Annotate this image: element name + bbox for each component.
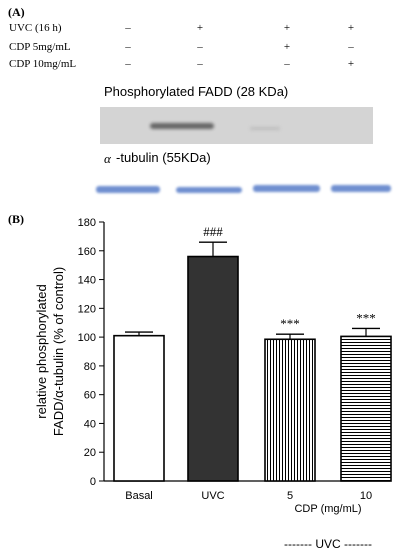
x-axis-title: CDP (mg/mL): [294, 503, 361, 515]
fadd-blot-title: Phosphorylated FADD (28 KDa): [104, 84, 289, 99]
significance-label: ***: [356, 310, 376, 325]
x-tick-label: UVC: [201, 490, 224, 502]
mark-cdp10-uvc: –: [197, 58, 203, 70]
y-tick-label: 160: [78, 246, 96, 258]
mark-cdp10-basal: –: [125, 58, 131, 70]
y-tick-label: 120: [78, 303, 96, 315]
mark-cdp5-cdp5: +: [283, 41, 291, 53]
bar-basal: [113, 334, 165, 482]
mark-cdp10-cdp5: –: [284, 58, 290, 70]
mark-uvc-basal: –: [125, 22, 131, 34]
x-tick-label: 10: [360, 490, 372, 502]
panel-b-label: (B): [8, 212, 24, 226]
bar-10: [340, 335, 392, 482]
x-tick-label: 5: [287, 490, 293, 502]
condition-label-cdp10: CDP 10mg/mL: [9, 58, 77, 70]
mark-cdp10-cdp10: +: [347, 58, 355, 70]
mark-uvc-cdp5: +: [283, 22, 291, 34]
mark-cdp5-cdp10: –: [348, 41, 354, 53]
y-tick-label: 0: [90, 476, 96, 488]
y-tick-label: 100: [78, 332, 96, 344]
mark-uvc-cdp10: +: [347, 22, 355, 34]
y-tick-label: 80: [84, 361, 96, 373]
x-tick-label: Basal: [125, 490, 153, 502]
y-tick-label: 20: [84, 447, 96, 459]
mark-cdp5-basal: –: [125, 41, 131, 53]
significance-label: ###: [203, 224, 223, 239]
condition-label-uvc: UVC (16 h): [9, 22, 62, 34]
tubulin-band-uvc: [176, 187, 242, 193]
tubulin-band-cdp10: [331, 185, 391, 192]
alpha-symbol: α: [104, 151, 111, 166]
y-tick-label: 60: [84, 390, 96, 402]
mark-cdp5-uvc: –: [197, 41, 203, 53]
tubulin-band-basal: [96, 186, 160, 193]
fadd-band-uvc: [150, 123, 214, 129]
tubulin-blot-title: -tubulin (55KDa): [116, 150, 211, 165]
significance-label: ***: [280, 316, 300, 331]
y-axis-title-line2: FADD/α-tubulin (% of control): [51, 267, 66, 436]
y-axis-title-line1: relative phosphorylated: [34, 284, 49, 418]
y-tick-label: 40: [84, 418, 96, 430]
fadd-blot-image: [100, 107, 373, 144]
panel-a-label: (A): [8, 5, 25, 19]
y-tick-label: 180: [78, 217, 96, 229]
uvc-group-label: ------- UVC -------: [284, 537, 372, 550]
y-tick-label: 140: [78, 275, 96, 287]
bar-uvc: [187, 255, 239, 482]
bar-5: [264, 338, 316, 482]
mark-uvc-uvc: +: [196, 22, 204, 34]
condition-label-cdp5: CDP 5mg/mL: [9, 41, 71, 53]
fadd-band-cdp5: [250, 127, 280, 130]
tubulin-band-cdp5: [253, 185, 320, 192]
